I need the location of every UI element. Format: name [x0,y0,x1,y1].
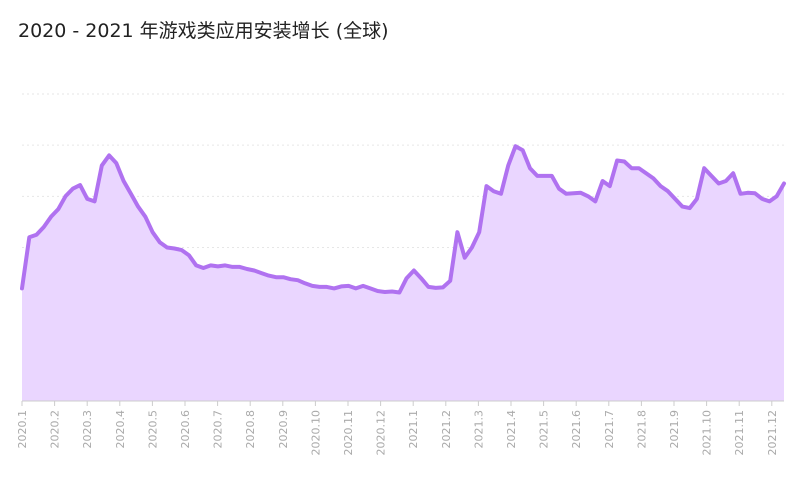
x-tick-label: 2020.11 [342,410,355,456]
area-fill [22,146,784,401]
x-tick-label: 2021.6 [570,410,583,449]
x-tick-label: 2021.1 [407,410,420,449]
x-tick-label: 2021.8 [635,410,648,449]
x-axis-ticks: 2020.1 2020.2 2020.3 2020.4 2020.5 2020.6 2020… [16,401,779,456]
x-tick-label: 2021.5 [538,410,551,449]
x-tick-label: 2021.3 [472,410,485,449]
chart-title: 2020 - 2021 年游戏类应用安装增长 (全球) [18,20,389,42]
x-tick-label: 2020.3 [81,410,94,449]
x-tick-label: 2020.1 [16,410,29,449]
x-tick-label: 2020.10 [309,410,322,456]
x-tick-label: 2020.7 [212,410,225,449]
x-tick-label: 2021.4 [505,410,518,449]
x-tick-label: 2020.12 [375,410,388,456]
x-tick-label: 2020.5 [146,410,159,449]
x-tick-label: 2020.9 [277,410,290,449]
x-tick-label: 2021.7 [603,410,616,449]
series-line [20,144,786,295]
x-tick-label: 2021.11 [733,410,746,456]
x-tick-label: 2020.8 [244,410,257,449]
x-tick-label: 2021.10 [701,410,714,456]
x-tick-label: 2021.12 [766,410,779,456]
x-tick-label: 2021.2 [440,410,453,449]
x-tick-label: 2020.6 [179,410,192,449]
x-tick-label: 2021.9 [668,410,681,449]
x-tick-label: 2020.4 [114,410,127,449]
x-tick-label: 2020.2 [49,410,62,449]
